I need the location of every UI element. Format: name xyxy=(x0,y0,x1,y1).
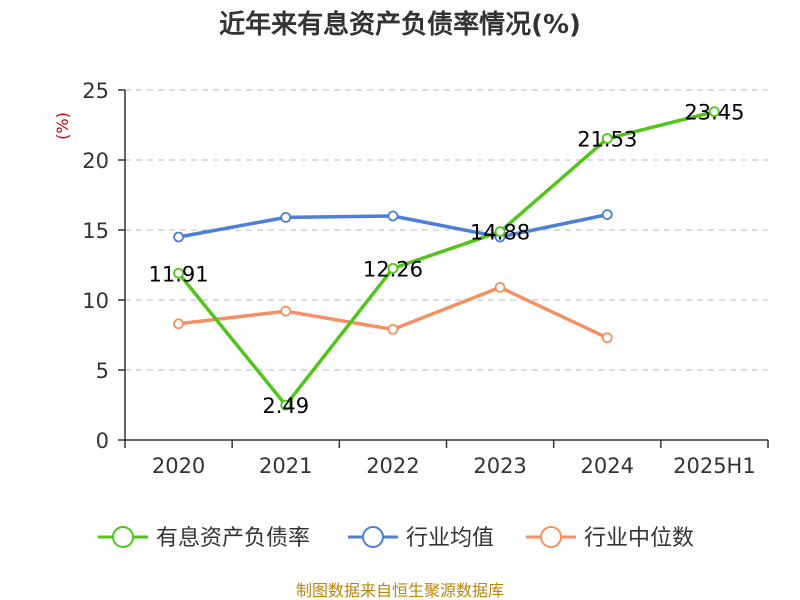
data-point[interactable] xyxy=(709,106,720,118)
data-label: 21.53 xyxy=(577,128,637,152)
series-layer xyxy=(173,106,720,411)
data-point[interactable] xyxy=(173,231,184,243)
legend-item[interactable]: 有息资产负债率 xyxy=(98,526,310,551)
legend-label: 行业中位数 xyxy=(584,526,694,551)
data-label: 11.91 xyxy=(149,262,209,286)
y-tick-label: 20 xyxy=(82,149,109,173)
legend-marker xyxy=(362,526,384,548)
data-point[interactable] xyxy=(387,210,399,222)
x-tick-label: 2021 xyxy=(259,454,312,478)
y-tick-label: 15 xyxy=(82,219,109,243)
legend-label: 行业均值 xyxy=(406,526,494,551)
chart-title: 近年来有息资产负债率情况(%) xyxy=(219,9,581,40)
x-tick-label: 2022 xyxy=(366,454,419,478)
data-point[interactable] xyxy=(387,323,399,335)
data-point[interactable] xyxy=(280,211,292,223)
data-point[interactable] xyxy=(280,399,292,411)
data-point[interactable] xyxy=(173,267,184,279)
data-point[interactable] xyxy=(601,133,613,144)
data-label: 2.49 xyxy=(262,394,309,418)
data-label: 12.26 xyxy=(363,257,423,281)
y-tick-label: 10 xyxy=(82,289,109,313)
series-2 xyxy=(173,281,613,344)
series-0 xyxy=(173,106,720,411)
legend[interactable]: 有息资产负债率 行业均值 行业中位数 xyxy=(98,526,694,551)
x-tick-label: 2020 xyxy=(152,454,205,478)
source-note: 制图数据来自恒生聚源数据库 xyxy=(296,581,504,600)
legend-marker xyxy=(112,526,134,548)
data-point[interactable] xyxy=(387,262,399,274)
data-point[interactable] xyxy=(601,332,613,344)
y-tick-label: 25 xyxy=(82,79,109,103)
legend-label: 有息资产负债率 xyxy=(156,526,310,551)
legend-item[interactable]: 行业中位数 xyxy=(526,526,694,551)
y-axis-unit-label: (%) xyxy=(53,112,72,140)
series-line xyxy=(177,110,715,407)
legend-item[interactable]: 行业均值 xyxy=(348,526,494,551)
data-label: 14.88 xyxy=(470,221,530,245)
x-tick-label: 2023 xyxy=(473,454,526,478)
data-point[interactable] xyxy=(494,226,506,238)
x-tick-label: 2025H1 xyxy=(673,454,756,478)
x-tick-label: 2024 xyxy=(581,454,634,478)
grid-lines xyxy=(125,89,768,371)
data-labels: 11.91 2.49 12.26 14.88 21.53 23.45 xyxy=(149,101,745,418)
axes: 0 5 10 15 20 25 2020 2021 2022 2023 2024 2025H1 xyxy=(82,79,769,478)
data-point[interactable] xyxy=(173,318,184,330)
data-point[interactable] xyxy=(601,209,613,221)
data-point[interactable] xyxy=(494,281,506,293)
y-tick-label: 0 xyxy=(96,429,109,453)
data-point[interactable] xyxy=(280,305,292,317)
y-tick-label: 5 xyxy=(96,359,109,383)
series-1 xyxy=(173,209,613,243)
data-label: 23.45 xyxy=(684,101,744,125)
legend-marker xyxy=(540,526,562,548)
